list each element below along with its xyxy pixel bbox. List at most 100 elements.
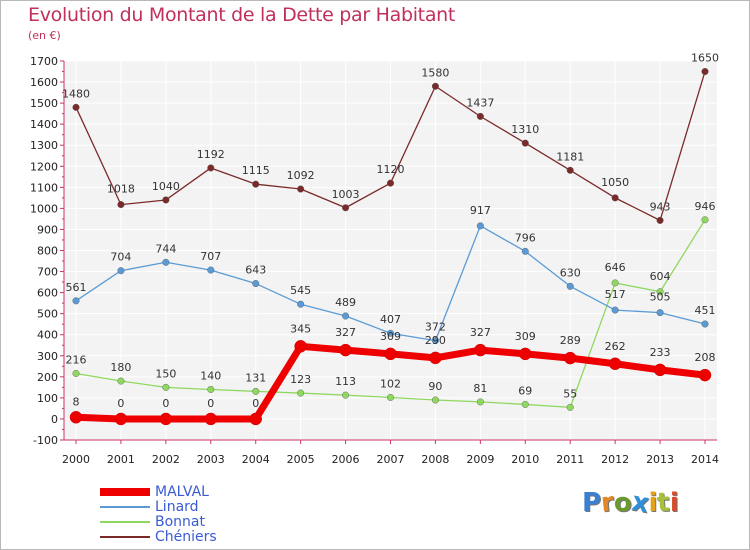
x-tick-label: 2006 xyxy=(332,453,360,466)
data-label-linard: 561 xyxy=(66,281,87,294)
y-tick-label: 800 xyxy=(37,245,58,258)
data-label-bonnat: 140 xyxy=(200,369,221,382)
y-tick-label: 200 xyxy=(37,371,58,384)
data-point-linard xyxy=(162,258,170,266)
data-label-bonnat: 646 xyxy=(605,261,626,274)
data-point-linard xyxy=(656,309,664,317)
y-tick-label: 1100 xyxy=(30,181,58,194)
data-label-bonnat: 216 xyxy=(66,353,87,366)
data-label-linard: 796 xyxy=(515,231,536,244)
data-label-bonnat: 90 xyxy=(428,380,442,393)
grid xyxy=(64,60,717,441)
data-label-malval: 0 xyxy=(252,397,259,410)
data-point-bonnat xyxy=(387,393,395,401)
y-tick-label: 900 xyxy=(37,223,58,236)
data-point-malval xyxy=(563,351,577,365)
x-tick-label: 2005 xyxy=(287,453,315,466)
x-tick-label: 2002 xyxy=(152,453,180,466)
y-tick-label: 0 xyxy=(51,413,58,426)
y-tick-label: 1700 xyxy=(30,55,58,68)
y-tick-label: -100 xyxy=(33,434,58,447)
data-label-malval: 309 xyxy=(515,330,536,343)
data-label-bonnat: 180 xyxy=(110,361,131,374)
data-point-malval xyxy=(519,347,532,361)
data-point-malval xyxy=(653,363,667,377)
data-point-bonnat xyxy=(342,391,350,399)
data-label-malval: 0 xyxy=(207,397,214,410)
data-point-linard xyxy=(566,282,574,290)
y-tick-label: 300 xyxy=(37,350,58,363)
data-point-linard xyxy=(521,247,529,255)
data-point-malval xyxy=(114,412,128,426)
data-point-cheniers xyxy=(117,201,125,209)
data-label-cheniers: 1115 xyxy=(242,164,270,177)
y-tick-label: 400 xyxy=(37,329,58,342)
chart-title: Evolution du Montant de la Dette par Hab… xyxy=(28,4,456,26)
x-tick-label: 2014 xyxy=(691,453,719,466)
data-label-malval: 8 xyxy=(73,395,80,408)
legend-swatch xyxy=(100,521,150,523)
legend-swatch xyxy=(100,506,150,508)
unit-label: (en €) xyxy=(28,29,61,42)
x-tick-label: 2004 xyxy=(242,453,270,466)
data-point-cheniers xyxy=(521,139,529,147)
x-tick-label: 2000 xyxy=(62,453,90,466)
data-label-cheniers: 1120 xyxy=(377,163,405,176)
y-tick-label: 1000 xyxy=(30,202,58,215)
data-label-cheniers: 1650 xyxy=(691,52,719,65)
data-point-bonnat xyxy=(207,385,215,393)
data-point-cheniers xyxy=(387,179,395,187)
x-tick-label: 2013 xyxy=(646,453,674,466)
legend-label: Chéniers xyxy=(155,529,217,545)
data-point-bonnat xyxy=(656,288,664,296)
data-label-cheniers: 1480 xyxy=(62,87,90,100)
data-point-linard xyxy=(117,267,125,275)
data-label-linard: 630 xyxy=(560,266,581,279)
data-point-malval xyxy=(339,343,352,357)
data-label-malval: 327 xyxy=(470,326,491,339)
y-tick-label: 600 xyxy=(37,287,58,300)
data-point-bonnat xyxy=(611,279,619,287)
data-point-cheniers xyxy=(431,82,439,90)
data-label-malval: 262 xyxy=(605,340,626,353)
data-point-malval xyxy=(429,351,442,365)
data-point-linard xyxy=(342,312,350,320)
data-label-linard: 451 xyxy=(695,304,716,317)
data-label-cheniers: 1018 xyxy=(107,183,135,196)
legend-label: MALVAL xyxy=(155,484,209,500)
data-point-linard xyxy=(476,222,484,230)
data-label-cheniers: 1437 xyxy=(466,96,494,109)
data-point-cheniers xyxy=(72,103,80,111)
y-tick-label: 1200 xyxy=(30,160,58,173)
data-label-linard: 545 xyxy=(290,284,311,297)
data-point-cheniers xyxy=(656,216,664,224)
data-label-linard: 407 xyxy=(380,313,401,326)
data-label-malval: 233 xyxy=(650,346,671,359)
legend-label: Linard xyxy=(155,499,199,515)
x-tick-label: 2011 xyxy=(556,453,584,466)
data-point-malval xyxy=(474,343,487,357)
data-point-malval xyxy=(698,368,712,382)
data-label-malval: 290 xyxy=(425,334,446,347)
data-point-cheniers xyxy=(611,194,619,202)
data-label-cheniers: 1181 xyxy=(556,150,584,163)
data-label-linard: 372 xyxy=(425,321,446,334)
data-label-bonnat: 131 xyxy=(245,371,266,384)
data-point-bonnat xyxy=(72,369,80,377)
data-point-cheniers xyxy=(701,68,709,76)
data-label-linard: 704 xyxy=(110,251,131,264)
data-point-malval xyxy=(608,357,622,371)
data-label-malval: 309 xyxy=(380,330,401,343)
data-point-bonnat xyxy=(701,216,709,224)
data-point-linard xyxy=(207,266,215,274)
data-label-linard: 489 xyxy=(335,296,356,309)
data-label-malval: 289 xyxy=(560,334,581,347)
data-point-linard xyxy=(387,329,395,337)
y-tick-label: 100 xyxy=(37,392,58,405)
data-label-bonnat: 113 xyxy=(335,375,356,388)
data-point-bonnat xyxy=(252,387,260,395)
data-label-bonnat: 55 xyxy=(563,387,577,400)
data-point-linard xyxy=(252,280,260,288)
y-tick-label: 1400 xyxy=(30,118,58,131)
data-point-linard xyxy=(431,337,439,345)
